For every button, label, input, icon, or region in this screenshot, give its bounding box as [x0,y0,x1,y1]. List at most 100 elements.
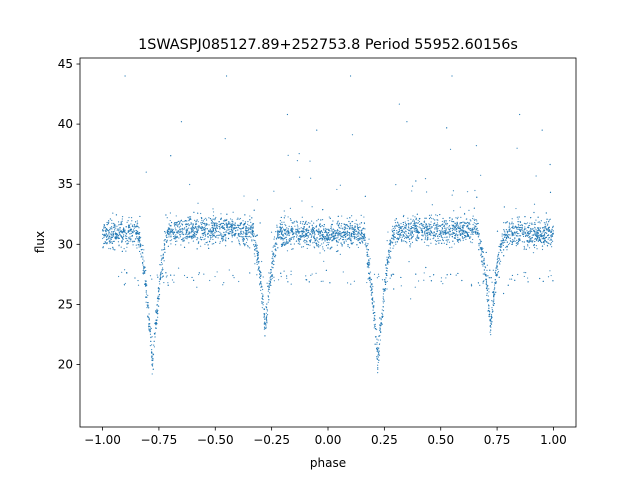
data-point [428,225,431,227]
data-point [160,271,163,273]
data-point [433,231,435,234]
data-point [321,239,323,241]
data-point [407,217,409,219]
data-point [546,218,548,220]
data-point [446,241,448,243]
data-point [322,246,324,248]
data-point [249,228,251,230]
data-point [145,269,147,272]
data-point [547,234,549,237]
data-point [415,273,417,275]
data-point [386,258,388,260]
data-point [204,233,206,235]
data-point [515,245,517,247]
data-point [460,233,462,235]
data-point [541,232,543,235]
data-point [457,238,459,240]
data-point [378,347,380,349]
data-point [353,231,356,233]
data-point [457,226,459,228]
data-point [474,219,476,222]
data-point [485,287,488,290]
data-point [272,252,274,254]
data-point [352,236,354,238]
data-point [169,212,171,214]
data-point [461,225,463,227]
data-point [388,253,390,255]
data-point [259,282,261,285]
data-point [431,226,434,228]
data-point [388,251,390,253]
data-point [501,235,503,237]
data-point [280,216,282,219]
data-point [315,239,317,241]
data-point [204,243,206,245]
data-point [374,311,376,314]
data-point [146,296,148,298]
data-point [433,224,435,226]
data-point [346,238,348,240]
data-point [426,227,428,230]
data-point [437,237,439,239]
data-point [131,224,134,226]
data-point [107,229,109,232]
data-point [373,317,376,320]
data-point [360,222,363,224]
data-point [410,223,412,225]
data-point [512,223,514,225]
data-point [490,334,492,336]
data-point [509,242,511,244]
data-point [459,234,462,237]
data-point [414,222,416,224]
data-point [529,222,531,224]
data-point [441,220,443,223]
data-point [372,305,375,307]
data-point [112,232,114,234]
data-point [198,224,200,227]
data-point [474,189,476,192]
data-point [294,232,296,234]
data-point [151,373,153,375]
data-point [173,281,175,283]
data-point [394,241,397,243]
data-point [397,237,399,239]
data-point [149,328,151,331]
data-point [498,251,500,254]
data-point [299,239,301,241]
data-point [346,234,348,237]
data-point [144,283,146,285]
data-point [212,229,215,232]
data-point [213,227,215,229]
data-point [532,240,534,242]
data-point [332,228,334,230]
data-point [102,246,104,248]
data-point [386,270,388,272]
data-point [459,225,462,227]
data-point [273,260,275,262]
data-point [436,228,438,230]
data-point [151,278,153,280]
data-point [161,257,163,259]
data-point [440,233,442,235]
data-point [128,240,130,242]
data-point [424,234,426,236]
data-point [526,235,529,237]
data-point [447,231,449,233]
data-point [242,239,245,241]
data-point [431,204,433,206]
data-point [159,274,161,276]
data-point [151,355,153,357]
data-point [544,237,547,239]
data-point [416,230,418,232]
data-point [255,241,257,243]
data-point [426,229,428,231]
data-point [178,237,180,239]
data-point [273,280,275,282]
data-point [136,233,138,235]
data-point [190,218,192,220]
data-point [495,272,497,275]
data-point [475,228,477,230]
data-point [273,253,275,255]
data-point [486,264,488,266]
data-point [369,278,371,280]
